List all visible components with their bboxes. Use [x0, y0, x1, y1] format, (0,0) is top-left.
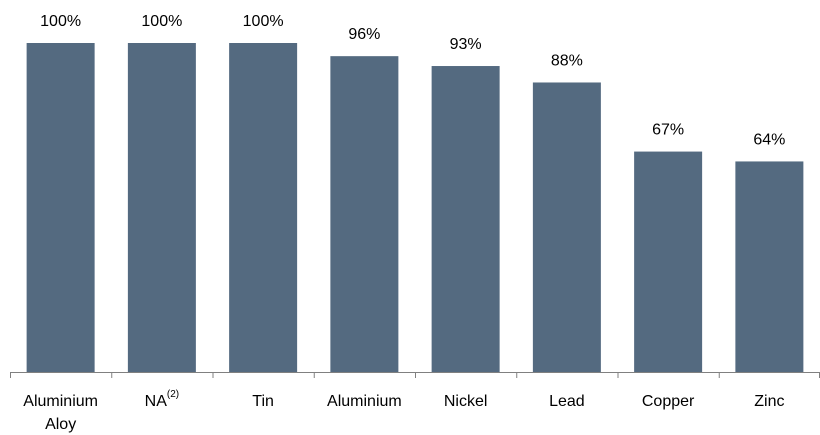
bars-group [26, 43, 804, 372]
category-label-4: Nickel [444, 393, 488, 410]
value-label-3: 96% [348, 26, 380, 43]
bar-4 [431, 66, 500, 372]
category-label-3: Aluminium [327, 393, 402, 410]
category-labels-group: Aluminium Aloy NA(2) Tin Aluminium Nickel Lead… [23, 389, 784, 433]
x-axis [10, 372, 820, 378]
value-label-6: 67% [652, 122, 684, 139]
value-label-4: 93% [450, 36, 482, 53]
bar-6 [634, 151, 703, 372]
value-label-5: 88% [551, 52, 583, 69]
bar-2 [229, 43, 298, 372]
bar-0 [26, 43, 95, 372]
category-label-7: Zinc [754, 393, 784, 410]
category-label-2: Tin [252, 393, 274, 410]
value-labels-group: 100% 100% 100% 96% 93% 88% 67% 64% [40, 13, 785, 148]
value-label-0: 100% [40, 13, 81, 30]
bar-3 [330, 56, 399, 372]
value-label-1: 100% [141, 13, 182, 30]
value-label-7: 64% [753, 131, 785, 148]
category-label-5: Lead [549, 393, 585, 410]
bar-1 [127, 43, 196, 372]
value-label-2: 100% [243, 13, 284, 30]
category-label-1: NA(2) [145, 389, 179, 410]
category-label-0: Aluminium Aloy [23, 393, 98, 433]
bar-7 [735, 161, 804, 372]
category-label-6: Copper [642, 393, 695, 410]
bar-5 [532, 82, 601, 372]
